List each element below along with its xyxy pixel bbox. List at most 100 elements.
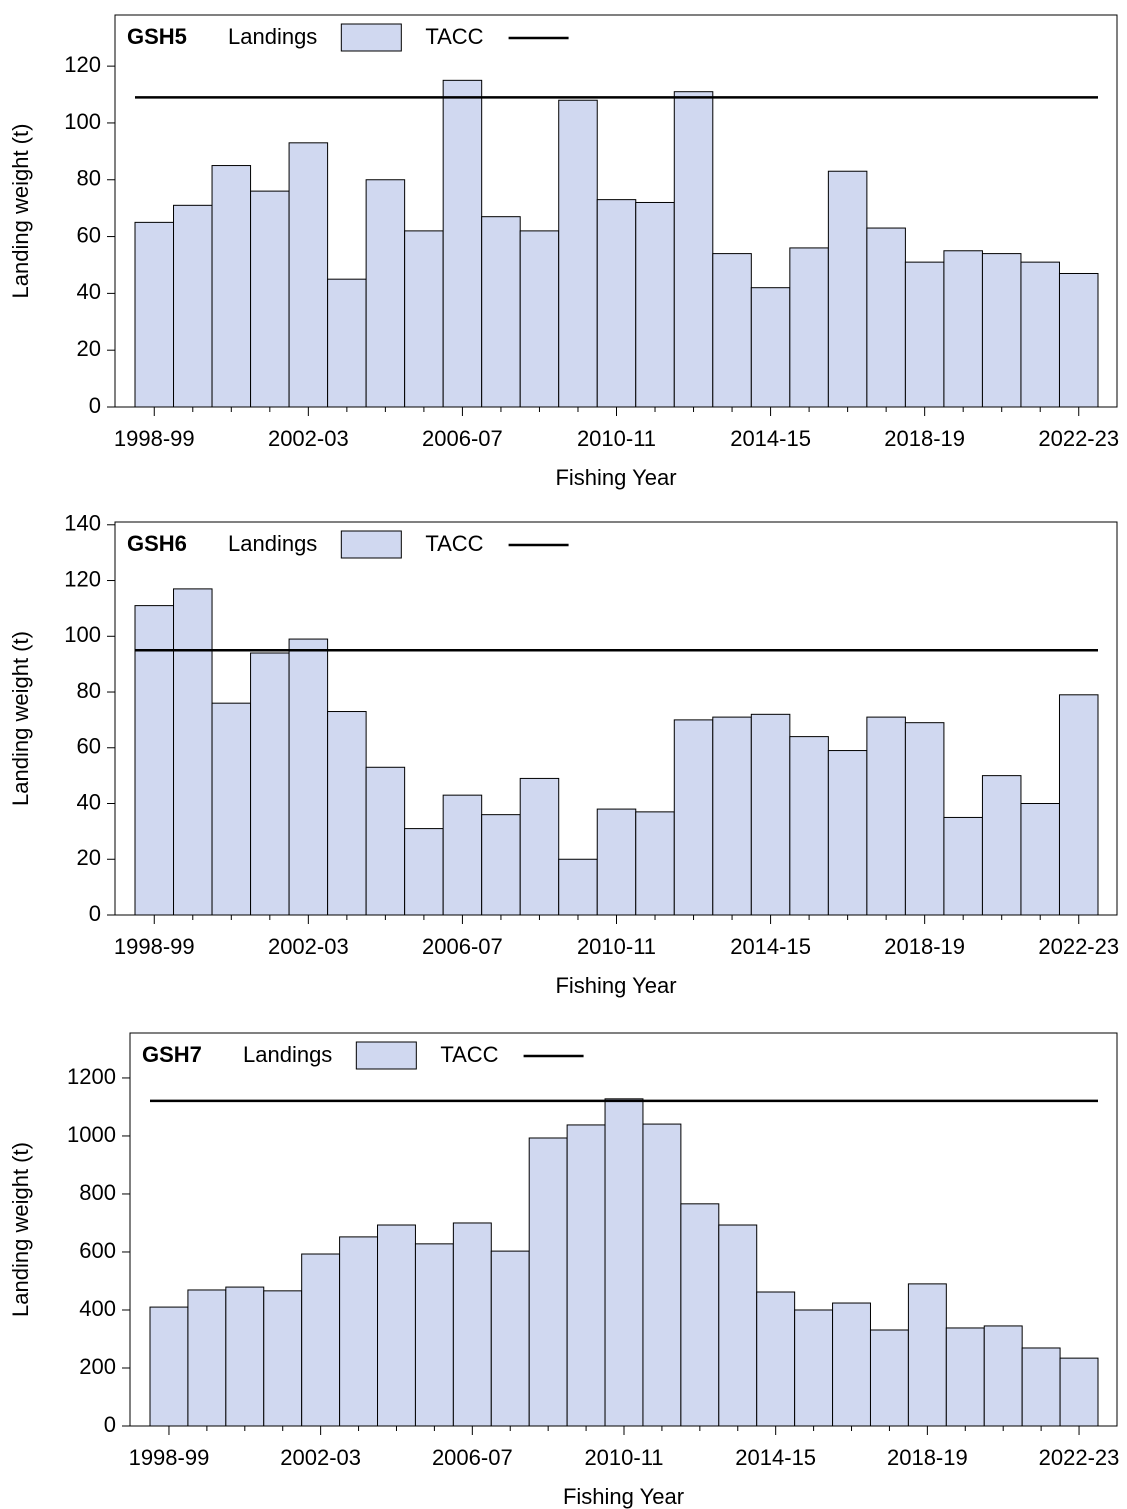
bar bbox=[365, 179, 406, 408]
bar bbox=[481, 216, 521, 408]
bar bbox=[866, 227, 906, 408]
y-tick-label: 100 bbox=[64, 622, 101, 647]
panel: 0 200 400 600 800 1000 1200 1998-99 2002-03 2006-… bbox=[8, 1032, 1120, 1509]
y-tick-label: 40 bbox=[77, 789, 101, 814]
bar bbox=[149, 1306, 189, 1427]
y-tick-label: 140 bbox=[64, 511, 101, 536]
x-tick-label: 2014-15 bbox=[735, 1445, 816, 1470]
panel-title: GSH5 bbox=[127, 24, 187, 49]
x-tick-label: 1998-99 bbox=[114, 934, 195, 959]
bar bbox=[442, 794, 483, 916]
bar bbox=[558, 858, 598, 916]
bar bbox=[904, 722, 945, 916]
y-tick-label: 60 bbox=[77, 222, 101, 247]
bar bbox=[519, 230, 560, 408]
legend-label: TACC bbox=[440, 1042, 498, 1067]
x-tick-label: 2014-15 bbox=[730, 934, 811, 959]
bar bbox=[173, 204, 213, 408]
y-tick-label: 1200 bbox=[67, 1064, 116, 1089]
bar bbox=[827, 170, 868, 408]
bar bbox=[750, 713, 791, 916]
bar bbox=[566, 1124, 606, 1427]
bar bbox=[263, 1290, 303, 1427]
x-tick-label: 2002-03 bbox=[268, 426, 349, 451]
y-tick-label: 40 bbox=[77, 279, 101, 304]
x-tick-label: 2010-11 bbox=[584, 1445, 663, 1470]
bar bbox=[1021, 1347, 1061, 1427]
bar bbox=[377, 1224, 416, 1427]
bar bbox=[827, 750, 868, 916]
x-axis-title: Fishing Year bbox=[555, 465, 676, 490]
bar bbox=[365, 766, 406, 916]
legend-label: TACC bbox=[425, 24, 483, 49]
bar bbox=[642, 1123, 682, 1427]
x-tick-label: 2022-23 bbox=[1038, 426, 1119, 451]
x-axis-title: Fishing Year bbox=[555, 973, 676, 998]
bar bbox=[1059, 1357, 1099, 1427]
bar bbox=[635, 811, 675, 916]
panel-title: GSH6 bbox=[127, 531, 187, 556]
bar bbox=[452, 1222, 492, 1427]
y-tick-label: 0 bbox=[104, 1412, 116, 1437]
bar bbox=[673, 91, 714, 408]
legend-swatch bbox=[340, 23, 402, 52]
x-tick-label: 2022-23 bbox=[1038, 934, 1119, 959]
bar bbox=[288, 142, 329, 408]
bar bbox=[301, 1253, 341, 1427]
y-axis-title: Landing weight (t) bbox=[8, 124, 33, 299]
bar bbox=[981, 253, 1022, 408]
y-tick-label: 80 bbox=[77, 678, 101, 703]
bar bbox=[943, 250, 983, 408]
bar bbox=[945, 1327, 985, 1427]
bar bbox=[404, 230, 444, 408]
bar bbox=[1020, 261, 1060, 408]
x-tick-label: 2006-07 bbox=[422, 934, 503, 959]
x-tick-label: 2014-15 bbox=[730, 426, 811, 451]
bar bbox=[680, 1203, 720, 1427]
y-tick-label: 80 bbox=[77, 166, 101, 191]
bar bbox=[558, 99, 598, 408]
legend-swatch bbox=[340, 530, 402, 559]
bar bbox=[750, 287, 791, 408]
legend-label: Landings bbox=[228, 531, 317, 556]
y-axis-title: Landing weight (t) bbox=[8, 1142, 33, 1317]
bar bbox=[211, 165, 252, 408]
bar bbox=[596, 808, 637, 916]
y-tick-label: 0 bbox=[89, 901, 101, 926]
bar bbox=[134, 605, 175, 916]
bar bbox=[983, 1325, 1023, 1427]
y-tick-label: 200 bbox=[79, 1354, 116, 1379]
y-axis-title: Landing weight (t) bbox=[8, 631, 33, 806]
y-tick-label: 600 bbox=[79, 1238, 116, 1263]
bar bbox=[490, 1250, 530, 1427]
x-tick-label: 2010-11 bbox=[577, 426, 656, 451]
y-tick-label: 1000 bbox=[67, 1122, 116, 1147]
bar bbox=[327, 278, 367, 408]
bar bbox=[1058, 694, 1099, 916]
x-tick-label: 1998-99 bbox=[129, 1445, 210, 1470]
y-tick-label: 20 bbox=[77, 845, 101, 870]
bar bbox=[1058, 272, 1099, 408]
x-tick-label: 2002-03 bbox=[268, 934, 349, 959]
bar bbox=[250, 190, 290, 408]
y-tick-label: 100 bbox=[64, 109, 101, 134]
legend-swatch bbox=[355, 1041, 417, 1070]
y-tick-label: 120 bbox=[64, 52, 101, 77]
bar bbox=[904, 261, 945, 408]
bar bbox=[718, 1224, 758, 1427]
y-tick-label: 20 bbox=[77, 336, 101, 361]
legend-label: Landings bbox=[228, 24, 317, 49]
bar bbox=[225, 1286, 265, 1427]
bar bbox=[250, 652, 290, 916]
bar bbox=[907, 1283, 947, 1427]
bar bbox=[832, 1302, 871, 1427]
x-tick-label: 2018-19 bbox=[884, 426, 965, 451]
bar bbox=[528, 1137, 568, 1427]
y-tick-label: 120 bbox=[64, 566, 101, 591]
bar bbox=[442, 79, 483, 408]
bar bbox=[756, 1291, 796, 1427]
bar bbox=[173, 588, 213, 916]
bar bbox=[404, 828, 444, 916]
x-tick-label: 2022-23 bbox=[1039, 1445, 1120, 1470]
